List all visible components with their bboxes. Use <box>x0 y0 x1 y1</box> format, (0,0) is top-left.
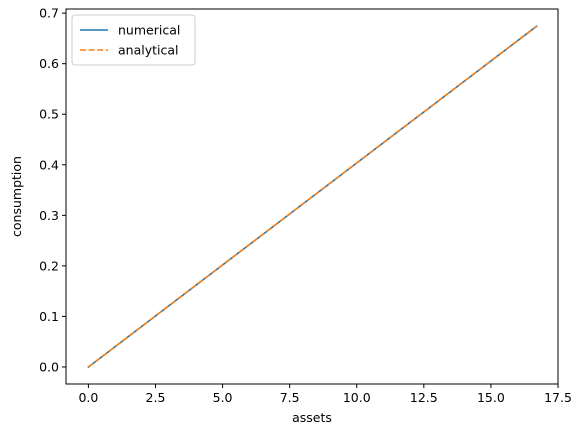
x-tick-label: 7.5 <box>280 390 300 405</box>
x-axis-label: assets <box>292 410 332 425</box>
legend-box <box>71 14 196 66</box>
x-tick-label: 10.0 <box>343 390 371 405</box>
y-axis: 0.0 0.1 0.2 0.3 0.4 0.5 0.6 0.7 <box>39 6 66 374</box>
y-tick-label: 0.7 <box>39 6 59 21</box>
legend-label-analytical: analytical <box>118 43 179 58</box>
x-tick-label: 0.0 <box>78 390 98 405</box>
y-tick-label: 0.6 <box>39 56 59 71</box>
x-axis: 0.0 2.5 5.0 7.5 10.0 12.5 15.0 17.5 <box>78 384 572 405</box>
x-tick-label: 5.0 <box>213 390 233 405</box>
x-tick-label: 15.0 <box>477 390 505 405</box>
series-line-analytical <box>87 25 538 368</box>
x-tick-label: 2.5 <box>146 390 166 405</box>
y-tick-label: 0.4 <box>39 157 59 172</box>
plot-lines <box>87 25 538 369</box>
y-tick-label: 0.1 <box>39 309 59 324</box>
legend: numerical analytical <box>71 14 196 66</box>
legend-label-numerical: numerical <box>118 23 180 38</box>
y-tick-label: 0.5 <box>39 107 59 122</box>
x-tick-label: 12.5 <box>410 390 438 405</box>
y-axis-label: consumption <box>9 156 24 237</box>
y-tick-label: 0.2 <box>39 258 59 273</box>
y-tick-label: 0.0 <box>39 359 59 374</box>
plot-frame <box>65 8 559 385</box>
x-tick-label: 17.5 <box>544 390 572 405</box>
y-tick-label: 0.3 <box>39 208 59 223</box>
